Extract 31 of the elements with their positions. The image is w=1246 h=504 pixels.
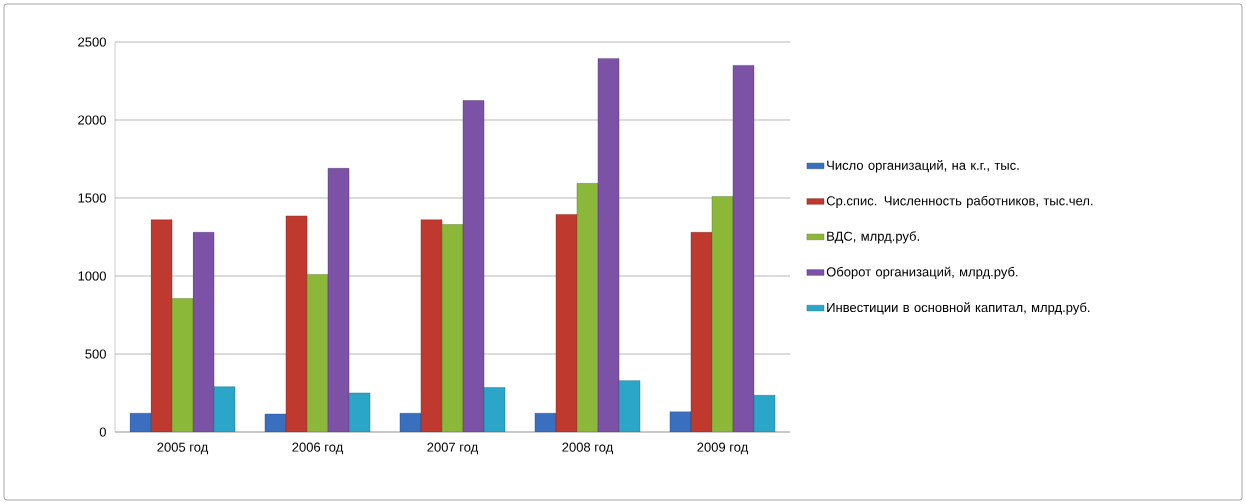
legend-label: Оборот организаций, млрд.руб.: [826, 266, 1018, 280]
x-tick-label: 2009 год: [697, 442, 749, 455]
bar: [597, 58, 620, 432]
bar: [462, 100, 485, 432]
y-tick-label: 2000: [78, 115, 106, 125]
y-tick-label: 1500: [78, 193, 106, 203]
bar: [420, 219, 443, 432]
legend-label: Инвестиции в основной капитал, млрд.руб.: [827, 302, 1090, 315]
y-tick-label: 1000: [78, 271, 106, 281]
y-tick-label: 500: [85, 349, 106, 359]
x-tick-label: 2005 год: [157, 442, 209, 455]
bar: [576, 182, 599, 432]
x-tick-label: 2008 год: [562, 442, 614, 455]
bar: [711, 196, 734, 432]
bar: [192, 232, 215, 432]
bar: [306, 274, 329, 432]
bar: [171, 298, 194, 432]
bar: [690, 232, 713, 432]
bar: [441, 224, 464, 432]
x-tick-label: 2006 год: [292, 442, 344, 455]
y-tick-label: 2500: [78, 37, 106, 47]
legend-label: ВДС, млрд.руб.: [827, 231, 919, 244]
legend-label: Число организаций, на к.г., тыс.: [827, 160, 1019, 173]
bar: [732, 65, 755, 432]
legend-label: Ср.спис. Численность работников, тыс.чел.: [826, 195, 1093, 208]
bar: [327, 168, 350, 432]
x-tick-label: 2007 год: [427, 442, 479, 455]
bar: [285, 215, 308, 432]
bar: [150, 219, 173, 432]
bar: [555, 214, 578, 432]
y-tick-label: 0: [99, 427, 106, 437]
